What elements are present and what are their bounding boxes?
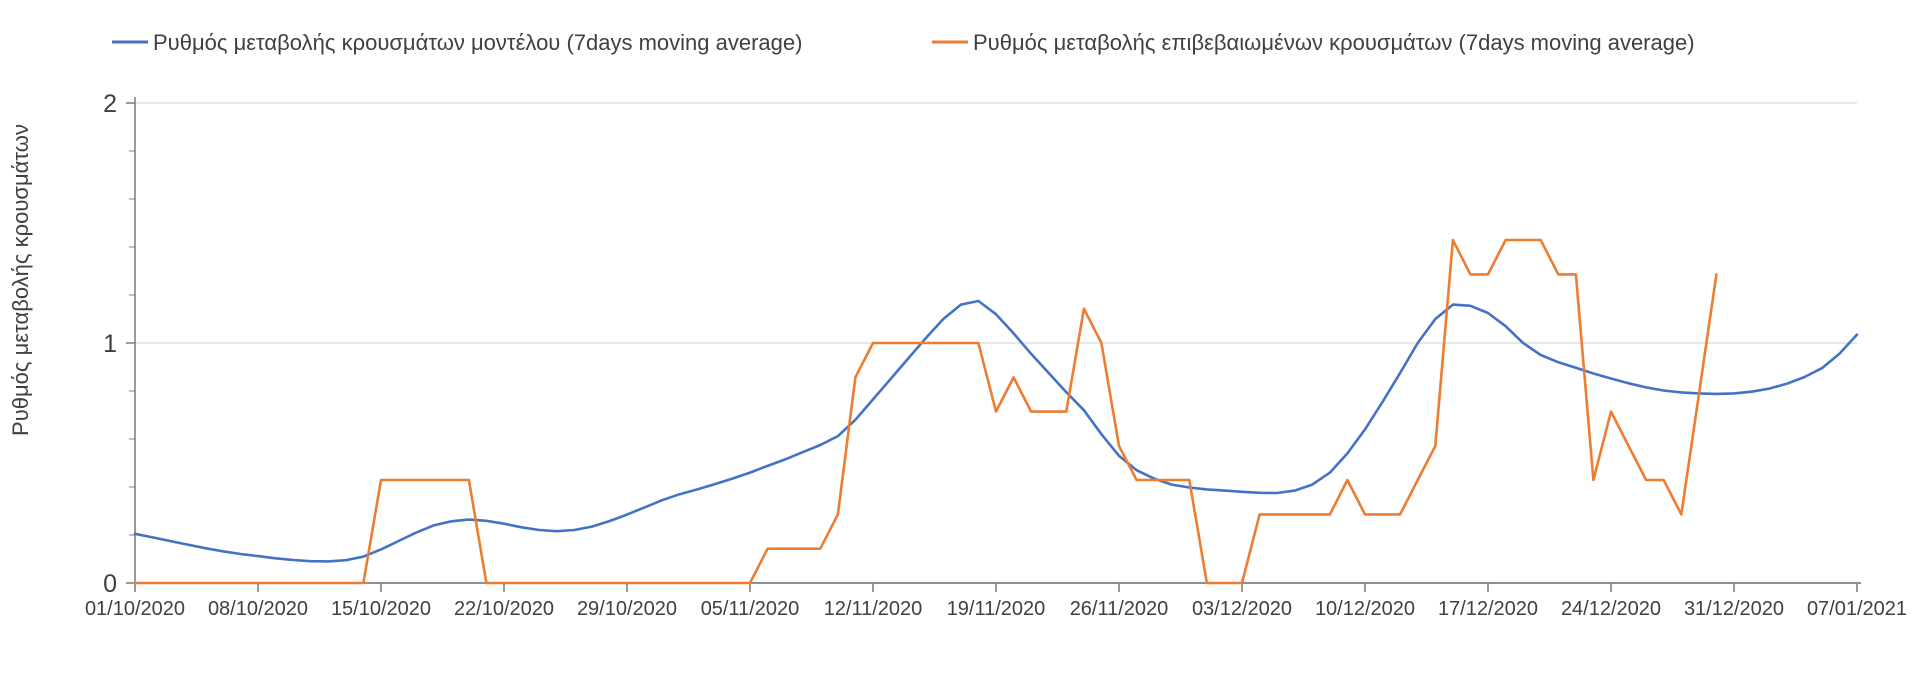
y-axis-title: Ρυθμός μεταβολής κρουσμάτων <box>8 124 33 436</box>
gridlines <box>135 102 1857 344</box>
x-tick-label: 15/10/2020 <box>331 598 431 620</box>
y-tick-labels: 0 1 2 <box>103 90 117 598</box>
y-tick-label: 0 <box>103 570 117 598</box>
model-series-line[interactable] <box>133 299 1859 563</box>
series-lines <box>133 238 1859 585</box>
y-tick-label: 2 <box>103 90 117 118</box>
confirmed-series-line[interactable] <box>133 238 1718 585</box>
x-tick-label: 17/12/2020 <box>1438 598 1538 620</box>
y-tick-label: 1 <box>103 330 117 358</box>
legend-item-model[interactable]: Ρυθμός μεταβολής κρουσμάτων μοντέλου (7d… <box>112 30 802 55</box>
legend-label-model: Ρυθμός μεταβολής κρουσμάτων μοντέλου (7d… <box>153 30 802 55</box>
legend-item-confirmed[interactable]: Ρυθμός μεταβολής επιβεβαιωμένων κρουσμάτ… <box>932 30 1695 55</box>
x-tick-label: 31/12/2020 <box>1684 598 1784 620</box>
x-tick-label: 22/10/2020 <box>454 598 554 620</box>
x-tick-label: 29/10/2020 <box>577 598 677 620</box>
x-tick-label: 07/01/2021 <box>1807 598 1907 620</box>
x-tick-label: 24/12/2020 <box>1561 598 1661 620</box>
x-tick-label: 12/11/2020 <box>824 598 923 620</box>
x-tick-label: 05/11/2020 <box>701 598 800 620</box>
legend: Ρυθμός μεταβολής κρουσμάτων μοντέλου (7d… <box>112 30 1695 55</box>
x-tick-label: 10/12/2020 <box>1315 598 1415 620</box>
x-tick-label: 03/12/2020 <box>1192 598 1292 620</box>
x-tick-label: 19/11/2020 <box>947 598 1046 620</box>
x-axis <box>134 582 1861 592</box>
x-tick-labels: 01/10/2020 08/10/2020 15/10/2020 22/10/2020… <box>85 598 1907 620</box>
x-tick-label: 08/10/2020 <box>208 598 308 620</box>
x-tick-label: 26/11/2020 <box>1070 598 1169 620</box>
legend-label-confirmed: Ρυθμός μεταβολής επιβεβαιωμένων κρουσμάτ… <box>973 30 1695 55</box>
x-tick-label: 01/10/2020 <box>85 598 185 620</box>
y-axis <box>126 97 136 584</box>
